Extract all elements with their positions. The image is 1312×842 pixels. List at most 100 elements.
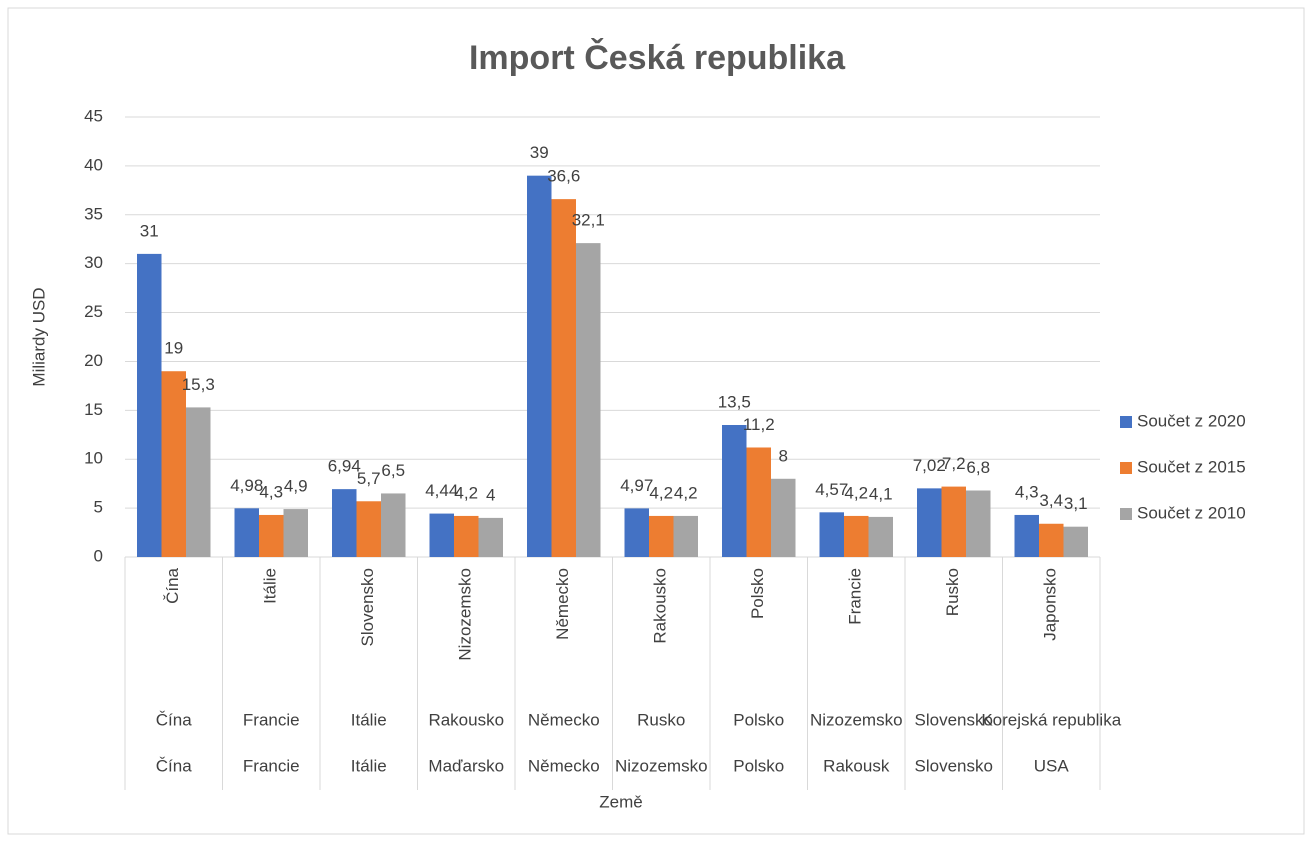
data-label: 4,2 — [674, 483, 698, 502]
data-label: 4,3 — [259, 482, 283, 501]
bar — [234, 508, 259, 557]
x-group-label: Itálie — [351, 710, 387, 729]
bar — [161, 371, 186, 557]
y-tick-label: 35 — [84, 204, 103, 223]
bar — [966, 490, 991, 557]
data-label: 4,98 — [230, 476, 263, 495]
y-tick-label: 40 — [84, 155, 103, 174]
x-axis-title: Země — [599, 792, 642, 811]
bar — [673, 515, 698, 557]
x-tick-label: Rusko — [943, 568, 962, 616]
x-tick-label: Itálie — [261, 568, 280, 604]
bar — [259, 514, 284, 557]
data-label: 13,5 — [718, 392, 751, 411]
x-group-label: Německo — [528, 710, 600, 729]
bar — [771, 478, 796, 557]
data-label: 15,3 — [182, 375, 215, 394]
data-label: 32,1 — [572, 211, 605, 230]
x-tick-label: Slovensko — [358, 568, 377, 646]
data-label: 7,2 — [942, 454, 966, 473]
data-label: 4,2 — [454, 483, 478, 502]
bar — [551, 199, 576, 557]
x-tick-label: Francie — [846, 568, 865, 625]
x-tick-label: Rakousko — [651, 568, 670, 644]
bar — [478, 517, 503, 557]
data-label: 4,9 — [284, 477, 308, 496]
bar — [917, 488, 942, 557]
data-label: 8 — [779, 446, 788, 465]
data-label: 19 — [164, 339, 183, 358]
bar — [819, 512, 844, 557]
y-tick-label: 30 — [84, 253, 103, 272]
y-tick-label: 10 — [84, 449, 103, 468]
x-group-label: Korejská republika — [981, 710, 1121, 729]
x-group-label: Rusko — [637, 710, 685, 729]
x-group-label: Čína — [156, 710, 192, 729]
bar — [844, 515, 869, 557]
x-group-label: Francie — [243, 756, 300, 775]
x-tick-label: Čína — [163, 567, 182, 603]
data-label: 31 — [140, 221, 159, 240]
x-group-label: Rakousk — [823, 756, 890, 775]
data-label: 4,44 — [425, 481, 458, 500]
x-tick-label: Japonsko — [1041, 568, 1060, 641]
bar — [454, 515, 479, 557]
data-label: 39 — [530, 143, 549, 162]
bar — [381, 493, 406, 557]
bar — [941, 486, 966, 557]
x-group-label: Slovensko — [915, 710, 993, 729]
data-label: 3,1 — [1064, 494, 1088, 513]
y-tick-label: 5 — [94, 498, 103, 517]
data-label: 6,8 — [966, 458, 990, 477]
x-tick-label: Polsko — [748, 568, 767, 619]
data-label: 4,3 — [1015, 482, 1039, 501]
data-label: 36,6 — [547, 167, 580, 186]
y-axis-title: Miliardy USD — [29, 287, 48, 386]
x-group-label: Čína — [156, 756, 192, 775]
x-group-label: Polsko — [733, 710, 784, 729]
x-group-label: Rakousko — [428, 710, 504, 729]
data-label: 4 — [486, 485, 495, 504]
bar — [746, 447, 771, 557]
bar — [722, 425, 747, 557]
bar — [527, 175, 552, 557]
bar — [576, 243, 601, 557]
bar — [186, 407, 211, 557]
legend-label: Součet z 2015 — [1137, 457, 1246, 476]
y-tick-label: 15 — [84, 400, 103, 419]
data-label: 6,5 — [381, 461, 405, 480]
x-group-label: Slovensko — [915, 756, 993, 775]
data-label: 4,2 — [844, 483, 868, 502]
bar — [624, 508, 649, 557]
y-tick-label: 0 — [94, 546, 103, 565]
x-group-label: Polsko — [733, 756, 784, 775]
bar — [283, 509, 308, 557]
data-label: 4,57 — [815, 480, 848, 499]
x-tick-label: Nizozemsko — [456, 568, 475, 661]
x-group-label: Itálie — [351, 756, 387, 775]
y-tick-label: 20 — [84, 351, 103, 370]
x-group-label: Francie — [243, 710, 300, 729]
data-label: 11,2 — [743, 415, 775, 434]
x-group-label: Maďarsko — [428, 756, 504, 775]
data-label: 4,1 — [869, 484, 893, 503]
data-label: 7,02 — [913, 456, 946, 475]
chart-border — [7, 7, 1305, 835]
data-label: 4,2 — [649, 483, 673, 502]
bar — [1014, 514, 1039, 557]
legend-label: Součet z 2020 — [1137, 411, 1246, 430]
legend-swatch — [1120, 462, 1132, 474]
bar — [429, 513, 454, 557]
y-tick-label: 25 — [84, 302, 103, 321]
bar — [868, 516, 893, 557]
bar — [1039, 523, 1064, 557]
legend-label: Součet z 2010 — [1137, 503, 1246, 522]
data-label: 3,4 — [1039, 491, 1063, 510]
data-label: 5,7 — [357, 469, 381, 488]
x-group-label: Nizozemsko — [615, 756, 708, 775]
bar — [332, 489, 357, 557]
y-tick-label: 45 — [84, 106, 103, 125]
x-group-label: Nizozemsko — [810, 710, 903, 729]
legend-swatch — [1120, 416, 1132, 428]
